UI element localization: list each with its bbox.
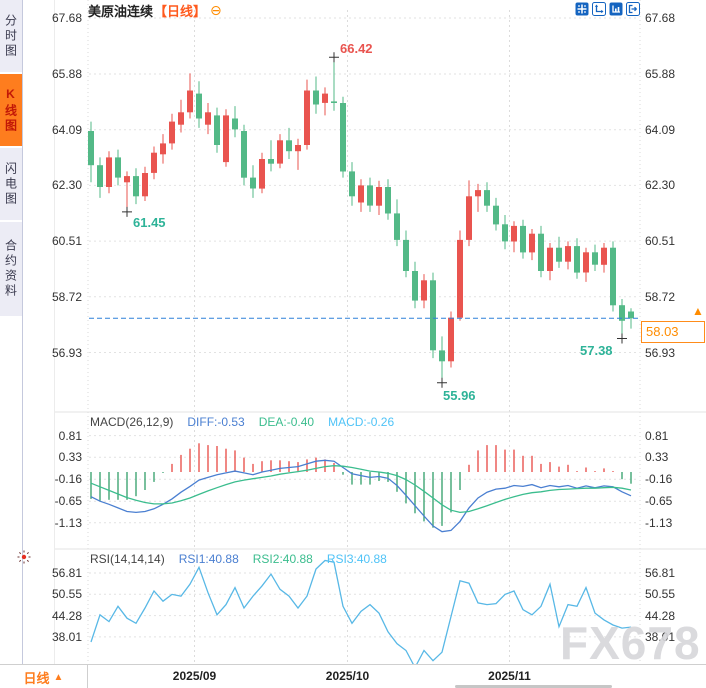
crosshair-icon[interactable]	[575, 2, 589, 16]
current-price-tag: 58.03	[641, 321, 705, 343]
rsi-header: RSI(14,14,14) RSI1:40.88 RSI2:40.88 RSI3…	[90, 552, 387, 566]
x-axis-date: 2025/10	[325, 669, 370, 683]
macd-layer	[90, 443, 632, 533]
macd-diff-value: DIFF:-0.53	[187, 415, 245, 429]
scrollbar-thumb[interactable]	[455, 685, 612, 688]
scroll-to-latest-arrow[interactable]: ▲	[692, 304, 704, 318]
rsi-title: RSI(14,14,14)	[90, 552, 165, 566]
period-selector[interactable]: 日线 ▲	[0, 665, 88, 688]
sidebar-item-time-chart[interactable]: 分时图	[0, 0, 22, 72]
rsi-line	[90, 559, 632, 669]
exit-fullscreen-icon[interactable]	[626, 2, 640, 16]
extreme-cross-marker	[329, 52, 339, 63]
extreme-cross-marker	[437, 377, 447, 388]
period-selector-label: 日线	[23, 670, 50, 686]
candlestick-layer	[88, 57, 634, 383]
macd-header: MACD(26,12,9) DIFF:-0.53 DEA:-0.40 MACD:…	[90, 415, 394, 429]
axis-zoom-icon[interactable]	[592, 2, 606, 16]
macd-macd-value: MACD:-0.26	[328, 415, 395, 429]
axis-column-divider	[54, 0, 55, 664]
x-axis-date: 2025/09	[172, 669, 217, 683]
extreme-cross-marker	[617, 333, 627, 344]
chart-header: 美原油连续 【日线】 ⊖	[88, 2, 222, 19]
extreme-cross-marker	[122, 206, 132, 217]
bottom-bar: 日线 ▲ 2025/09 2025/10 2025/11	[0, 664, 706, 688]
rsi2-value: RSI2:40.88	[252, 552, 313, 566]
macd-dea-value: DEA:-0.40	[258, 415, 315, 429]
chevron-up-icon: ▲	[53, 671, 64, 683]
macd-diff-line	[90, 459, 632, 533]
symbol-title: 美原油连续	[88, 3, 154, 19]
chart-panel-icon[interactable]	[609, 2, 623, 16]
sidebar: 分时图 K线图 闪电图 合约资料	[0, 0, 22, 688]
zoom-out-icon[interactable]: ⊖	[210, 2, 222, 18]
rsi-layer	[90, 559, 632, 669]
sidebar-item-kline-chart[interactable]: K线图	[0, 74, 22, 146]
rsi1-value: RSI1:40.88	[178, 552, 239, 566]
macd-title: MACD(26,12,9)	[90, 415, 174, 429]
indicator-settings-sun-icon[interactable]	[17, 550, 31, 564]
x-axis-date: 2025/11	[488, 669, 531, 683]
period-tag: 【日线】	[154, 3, 207, 19]
sidebar-divider	[22, 0, 23, 688]
rsi3-value: RSI3:40.88	[326, 552, 387, 566]
sidebar-item-contract-info[interactable]: 合约资料	[0, 222, 22, 316]
sidebar-item-lightning-chart[interactable]: 闪电图	[0, 148, 22, 220]
macd-dea-line	[90, 465, 632, 514]
toolbar	[575, 2, 640, 16]
